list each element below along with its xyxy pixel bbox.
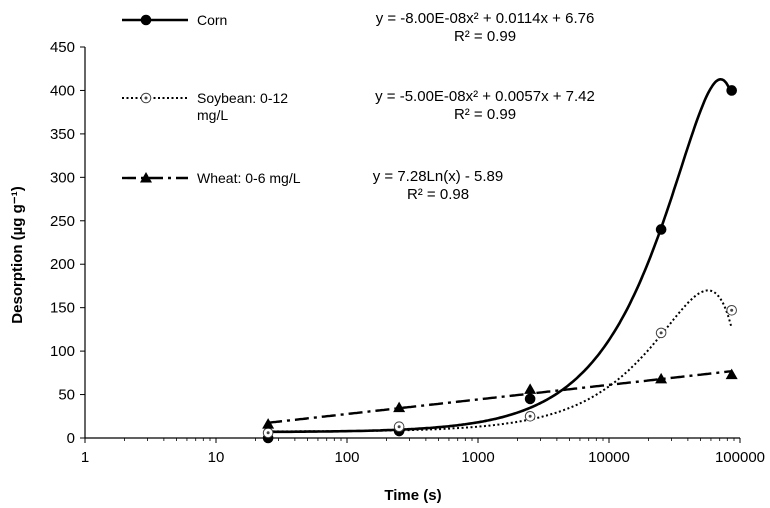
soybean-data-point-center bbox=[266, 431, 270, 435]
wheat-legend-marker bbox=[140, 172, 152, 183]
x-tick-label: 10000 bbox=[588, 449, 630, 466]
y-tick-label: 450 bbox=[50, 39, 75, 56]
corn-data-point bbox=[655, 224, 667, 235]
soybean-fit-line bbox=[268, 289, 733, 433]
wheat-equation: y = 7.28Ln(x) - 5.89 bbox=[373, 168, 504, 185]
soybean-data-point-center bbox=[659, 331, 663, 335]
wheat-fit-line bbox=[267, 370, 732, 424]
wheat-data-point bbox=[725, 368, 738, 380]
y-tick-label: 200 bbox=[50, 256, 75, 273]
wheat-data-point bbox=[262, 418, 275, 429]
x-tick-label: 100000 bbox=[715, 449, 765, 466]
wheat-r-squared: R² = 0.98 bbox=[407, 186, 469, 203]
y-tick-label: 150 bbox=[50, 300, 75, 317]
corn-legend-label: Corn bbox=[197, 12, 227, 28]
y-tick-label: 350 bbox=[50, 126, 75, 143]
y-tick-label: 0 bbox=[67, 430, 75, 447]
y-tick-label: 250 bbox=[50, 213, 75, 230]
y-tick-label: 300 bbox=[50, 169, 75, 186]
corn-equation: y = -8.00E-08x² + 0.0114x + 6.76 bbox=[376, 10, 595, 27]
soybean-legend-label: Soybean: 0-12 bbox=[197, 90, 288, 106]
x-tick-label: 1 bbox=[81, 449, 89, 466]
soybean-r-squared: R² = 0.99 bbox=[454, 106, 516, 123]
x-axis-title: Time (s) bbox=[384, 487, 441, 504]
corn-data-point bbox=[524, 393, 536, 405]
soybean-legend-marker-center bbox=[144, 96, 148, 100]
y-tick-label: 400 bbox=[50, 82, 75, 99]
x-tick-label: 100 bbox=[334, 449, 359, 466]
x-tick-label: 1000 bbox=[461, 449, 494, 466]
wheat-data-point bbox=[524, 383, 537, 394]
data-points bbox=[262, 85, 738, 444]
fit-curves bbox=[267, 77, 733, 434]
wheat-legend-label: Wheat: 0-6 mg/L bbox=[197, 170, 301, 186]
y-tick-label: 50 bbox=[58, 387, 75, 404]
soybean-data-point-center bbox=[730, 308, 734, 312]
soybean-legend-label: mg/L bbox=[197, 107, 228, 123]
soybean-equation: y = -5.00E-08x² + 0.0057x + 7.42 bbox=[375, 88, 595, 105]
tick-labels: 0 50 100 150 200 250 300 350 400 450 1 10 100 1000 100… bbox=[50, 39, 765, 466]
y-axis-title: Desorption (µg g⁻¹) bbox=[9, 186, 26, 323]
axes bbox=[80, 46, 741, 443]
corn-data-point bbox=[726, 85, 737, 96]
corn-r-squared: R² = 0.99 bbox=[454, 28, 516, 45]
soybean-data-point-center bbox=[528, 414, 532, 418]
y-tick-label: 100 bbox=[50, 343, 75, 360]
soybean-data-point-center bbox=[397, 425, 401, 429]
wheat-data-point bbox=[655, 372, 668, 384]
wheat-data-point bbox=[393, 401, 406, 413]
x-tick-label: 10 bbox=[208, 449, 225, 466]
corn-legend-marker bbox=[140, 14, 152, 26]
